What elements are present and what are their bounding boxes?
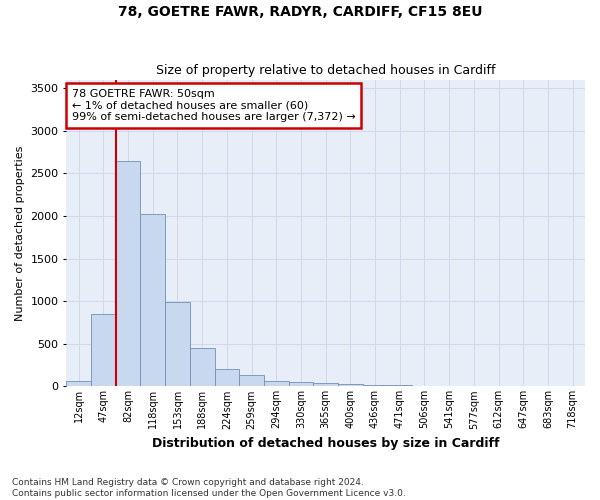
Y-axis label: Number of detached properties: Number of detached properties [15,146,25,320]
Bar [239,376,264,386]
Bar [165,302,190,386]
Bar [140,214,165,386]
Bar [264,381,289,386]
Bar [116,160,140,386]
Bar [190,348,215,387]
Bar [289,382,313,386]
Text: Contains HM Land Registry data © Crown copyright and database right 2024.
Contai: Contains HM Land Registry data © Crown c… [12,478,406,498]
Bar [338,384,363,386]
Bar [215,370,239,386]
Text: 78 GOETRE FAWR: 50sqm
← 1% of detached houses are smaller (60)
99% of semi-detac: 78 GOETRE FAWR: 50sqm ← 1% of detached h… [71,89,355,122]
Bar [388,385,412,386]
Bar [363,384,388,386]
Bar [91,314,116,386]
Bar [67,382,91,386]
Text: 78, GOETRE FAWR, RADYR, CARDIFF, CF15 8EU: 78, GOETRE FAWR, RADYR, CARDIFF, CF15 8E… [118,5,482,19]
X-axis label: Distribution of detached houses by size in Cardiff: Distribution of detached houses by size … [152,437,499,450]
Bar [313,384,338,386]
Title: Size of property relative to detached houses in Cardiff: Size of property relative to detached ho… [156,64,496,77]
